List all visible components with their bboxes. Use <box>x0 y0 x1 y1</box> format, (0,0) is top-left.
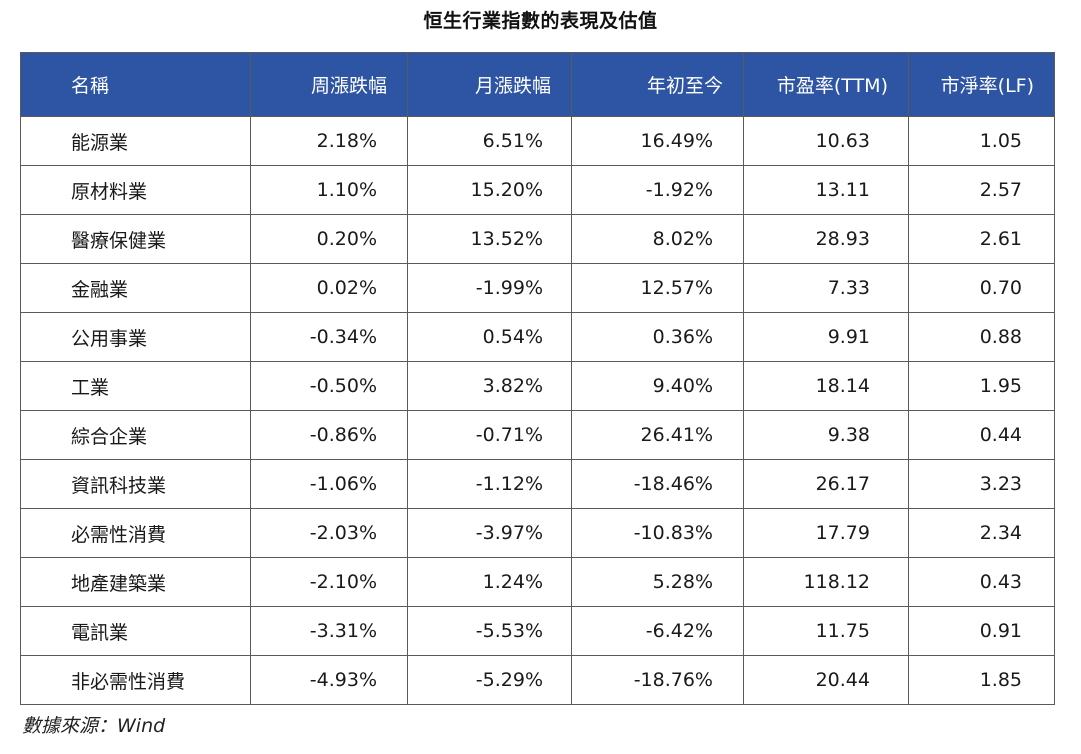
cell-name: 原材料業 <box>20 165 251 215</box>
cell-name: 必需性消費 <box>20 508 251 558</box>
cell-pe-ttm: 11.75 <box>743 606 909 656</box>
cell-name: 資訊科技業 <box>20 459 251 509</box>
cell-pb-lf: 0.91 <box>908 606 1055 656</box>
cell-weekly-change: -0.34% <box>250 312 408 362</box>
cell-weekly-change: -2.03% <box>250 508 408 558</box>
cell-name: 公用事業 <box>20 312 251 362</box>
header-pe-ttm: 市盈率(TTM) <box>743 52 909 117</box>
cell-pb-lf: 2.34 <box>908 508 1055 558</box>
cell-weekly-change: 0.20% <box>250 214 408 264</box>
table-row: 非必需性消費 -4.93% -5.29% -18.76% 20.44 1.85 <box>20 655 1055 705</box>
cell-monthly-change: 0.54% <box>407 312 572 362</box>
cell-monthly-change: 15.20% <box>407 165 572 215</box>
table-row: 能源業 2.18% 6.51% 16.49% 10.63 1.05 <box>20 116 1055 166</box>
table-row: 工業 -0.50% 3.82% 9.40% 18.14 1.95 <box>20 361 1055 411</box>
cell-pb-lf: 2.61 <box>908 214 1055 264</box>
header-weekly-change: 周漲跌幅 <box>250 52 408 117</box>
cell-pb-lf: 0.88 <box>908 312 1055 362</box>
cell-name: 醫療保健業 <box>20 214 251 264</box>
cell-monthly-change: -1.99% <box>407 263 572 313</box>
cell-ytd-change: 9.40% <box>571 361 744 411</box>
table-row: 公用事業 -0.34% 0.54% 0.36% 9.91 0.88 <box>20 312 1055 362</box>
table-header-row: 名稱 周漲跌幅 月漲跌幅 年初至今 市盈率(TTM) 市淨率(LF) <box>20 52 1055 117</box>
cell-ytd-change: 8.02% <box>571 214 744 264</box>
header-ytd-change: 年初至今 <box>571 52 744 117</box>
cell-pb-lf: 0.44 <box>908 410 1055 460</box>
table-body: 能源業 2.18% 6.51% 16.49% 10.63 1.05 原材料業 1.10% 15.… <box>20 116 1055 705</box>
cell-pe-ttm: 28.93 <box>743 214 909 264</box>
cell-ytd-change: -6.42% <box>571 606 744 656</box>
cell-ytd-change: -18.46% <box>571 459 744 509</box>
cell-ytd-change: -10.83% <box>571 508 744 558</box>
cell-monthly-change: -5.53% <box>407 606 572 656</box>
table-row: 資訊科技業 -1.06% -1.12% -18.46% 26.17 3.23 <box>20 459 1055 509</box>
table-row: 綜合企業 -0.86% -0.71% 26.41% 9.38 0.44 <box>20 410 1055 460</box>
cell-pb-lf: 1.95 <box>908 361 1055 411</box>
cell-pb-lf: 2.57 <box>908 165 1055 215</box>
table-row: 必需性消費 -2.03% -3.97% -10.83% 17.79 2.34 <box>20 508 1055 558</box>
cell-monthly-change: 3.82% <box>407 361 572 411</box>
cell-pe-ttm: 9.91 <box>743 312 909 362</box>
cell-ytd-change: 16.49% <box>571 116 744 166</box>
table-row: 原材料業 1.10% 15.20% -1.92% 13.11 2.57 <box>20 165 1055 215</box>
cell-pe-ttm: 118.12 <box>743 557 909 607</box>
cell-pb-lf: 0.70 <box>908 263 1055 313</box>
cell-pe-ttm: 7.33 <box>743 263 909 313</box>
cell-weekly-change: -0.86% <box>250 410 408 460</box>
cell-monthly-change: 13.52% <box>407 214 572 264</box>
cell-weekly-change: -0.50% <box>250 361 408 411</box>
cell-pe-ttm: 13.11 <box>743 165 909 215</box>
cell-ytd-change: 26.41% <box>571 410 744 460</box>
header-pb-lf: 市淨率(LF) <box>908 52 1055 117</box>
cell-ytd-change: 5.28% <box>571 557 744 607</box>
cell-monthly-change: 6.51% <box>407 116 572 166</box>
cell-name: 電訊業 <box>20 606 251 656</box>
header-monthly-change: 月漲跌幅 <box>407 52 572 117</box>
cell-monthly-change: -3.97% <box>407 508 572 558</box>
cell-name: 工業 <box>20 361 251 411</box>
cell-monthly-change: 1.24% <box>407 557 572 607</box>
cell-name: 綜合企業 <box>20 410 251 460</box>
cell-pb-lf: 1.05 <box>908 116 1055 166</box>
data-source-note: 數據來源：Wind <box>22 715 166 737</box>
cell-pb-lf: 3.23 <box>908 459 1055 509</box>
cell-monthly-change: -1.12% <box>407 459 572 509</box>
cell-weekly-change: 2.18% <box>250 116 408 166</box>
cell-pe-ttm: 9.38 <box>743 410 909 460</box>
header-name: 名稱 <box>20 52 251 117</box>
table-row: 金融業 0.02% -1.99% 12.57% 7.33 0.70 <box>20 263 1055 313</box>
cell-pe-ttm: 20.44 <box>743 655 909 705</box>
cell-pe-ttm: 18.14 <box>743 361 909 411</box>
cell-name: 能源業 <box>20 116 251 166</box>
cell-pe-ttm: 17.79 <box>743 508 909 558</box>
table-row: 地產建築業 -2.10% 1.24% 5.28% 118.12 0.43 <box>20 557 1055 607</box>
cell-weekly-change: -3.31% <box>250 606 408 656</box>
cell-ytd-change: 12.57% <box>571 263 744 313</box>
cell-weekly-change: 0.02% <box>250 263 408 313</box>
cell-monthly-change: -0.71% <box>407 410 572 460</box>
cell-ytd-change: 0.36% <box>571 312 744 362</box>
cell-pb-lf: 0.43 <box>908 557 1055 607</box>
table-title: 恒生行業指數的表現及估值 <box>423 10 658 32</box>
sector-performance-table: 名稱 周漲跌幅 月漲跌幅 年初至今 市盈率(TTM) 市淨率(LF) 能源業 2.… <box>20 52 1055 705</box>
cell-pb-lf: 1.85 <box>908 655 1055 705</box>
cell-weekly-change: 1.10% <box>250 165 408 215</box>
table-row: 醫療保健業 0.20% 13.52% 8.02% 28.93 2.61 <box>20 214 1055 264</box>
cell-ytd-change: -18.76% <box>571 655 744 705</box>
cell-ytd-change: -1.92% <box>571 165 744 215</box>
table-row: 電訊業 -3.31% -5.53% -6.42% 11.75 0.91 <box>20 606 1055 656</box>
cell-weekly-change: -4.93% <box>250 655 408 705</box>
cell-weekly-change: -1.06% <box>250 459 408 509</box>
cell-name: 非必需性消費 <box>20 655 251 705</box>
cell-name: 金融業 <box>20 263 251 313</box>
cell-pe-ttm: 10.63 <box>743 116 909 166</box>
cell-monthly-change: -5.29% <box>407 655 572 705</box>
cell-weekly-change: -2.10% <box>250 557 408 607</box>
cell-pe-ttm: 26.17 <box>743 459 909 509</box>
cell-name: 地產建築業 <box>20 557 251 607</box>
